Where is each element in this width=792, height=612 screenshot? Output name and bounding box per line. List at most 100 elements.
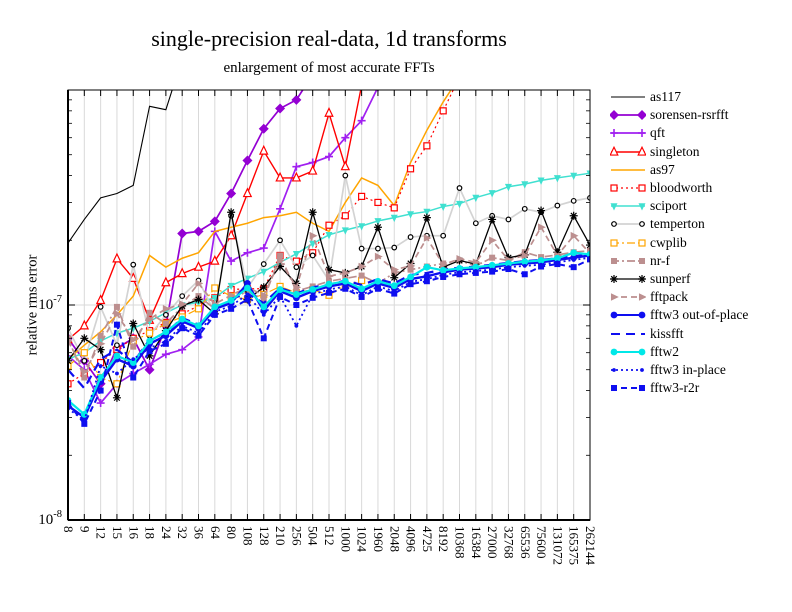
- x-tick-label: 10368: [453, 526, 468, 559]
- x-tick-label: 18: [143, 526, 158, 539]
- x-tick-label: 210: [273, 526, 288, 546]
- legend-item-fftpack: fftpack: [610, 288, 748, 306]
- legend-label: singleton: [650, 143, 700, 159]
- x-tick-label: 12: [94, 526, 109, 539]
- legend-sample-sorensen-rsrfft: [610, 110, 646, 121]
- x-tick-label: 504: [306, 526, 321, 546]
- legend-label: fftw3-r2r: [650, 380, 700, 396]
- legend-sample-fftw2: [610, 348, 646, 356]
- legend-label: qft: [650, 125, 665, 141]
- x-tick-label: 36: [192, 526, 207, 540]
- legend-sample-sunperf: [610, 274, 646, 283]
- legend-item-kissfft: kissfft: [610, 324, 748, 342]
- legend-label: cwplib: [650, 234, 687, 250]
- legend-sample-nr-f: [611, 257, 645, 264]
- x-tick-label: 15: [110, 526, 125, 539]
- legend-item-temperton: temperton: [610, 215, 748, 233]
- legend-sample-fftpack: [610, 293, 646, 301]
- x-tick-label: 1024: [355, 526, 370, 553]
- y-tick-label: 10-7: [38, 294, 62, 313]
- legend-sample-as117: [611, 96, 645, 98]
- legend-item-as97: as97: [610, 161, 748, 179]
- legend-label: fftw3 out-of-place: [650, 307, 749, 323]
- x-tick-label: 131072: [550, 526, 565, 565]
- legend-sample-sciport: [610, 203, 646, 211]
- legend-sample-kissfft: [611, 332, 645, 335]
- series-fftw3-r2r: [68, 258, 590, 426]
- legend-item-sunperf: sunperf: [610, 270, 748, 288]
- legend-label: as97: [650, 161, 675, 177]
- x-tick-label: 4725: [420, 526, 435, 552]
- series-as117: [68, 90, 173, 244]
- legend-sample-qft: [610, 129, 646, 138]
- legend-label: fftw2: [650, 343, 679, 359]
- chart-title: single-precision real-data, 1d transform…: [151, 26, 507, 51]
- legend-sample-bloodworth: [610, 184, 646, 192]
- legend-sample-fftw3-r2r: [611, 385, 645, 392]
- legend-item-fftw3-out-of-place: fftw3 out-of-place: [610, 306, 748, 324]
- series-markers-fftw3-r2r: [68, 256, 590, 427]
- legend-sample-cwplib: [610, 238, 646, 247]
- x-tick-label: 75600: [534, 526, 549, 559]
- legend-label: sciport: [650, 198, 687, 214]
- legend-item-nr-f: nr-f: [610, 252, 748, 270]
- series-line-fftpack: [68, 225, 590, 374]
- chart-subtitle: enlargement of most accurate FFTs: [223, 60, 435, 76]
- legend-item-bloodworth: bloodworth: [610, 179, 748, 197]
- series-line-as117: [68, 90, 173, 244]
- legend-label: as117: [650, 89, 681, 105]
- x-tick-label: 32768: [501, 526, 516, 559]
- legend-item-sorensen-rsrfft: sorensen-rsrfft: [610, 106, 748, 124]
- x-tick-label: 1000: [338, 526, 353, 552]
- legend-item-cwplib: cwplib: [610, 234, 748, 252]
- x-tick-label: 1960: [371, 526, 386, 552]
- x-tick-label: 27000: [485, 526, 500, 559]
- x-tick-label: 8: [61, 526, 76, 533]
- legend-item-singleton: singleton: [610, 143, 748, 161]
- x-tick-label: 16384: [469, 526, 484, 559]
- x-tick-label: 80: [224, 526, 239, 539]
- legend-label: nr-f: [650, 252, 670, 268]
- x-tick-label: 9: [77, 526, 92, 533]
- legend-label: sunperf: [650, 270, 691, 286]
- x-tick-label: 512: [322, 526, 337, 546]
- legend-label: sorensen-rsrfft: [650, 107, 729, 123]
- legend: as117 sorensen-rsrfft qft singleton as97 bloo…: [610, 88, 748, 397]
- x-tick-label: 165375: [567, 526, 582, 565]
- y-tick-label: 10-8: [38, 509, 62, 528]
- x-tick-label: 32: [175, 526, 190, 539]
- x-tick-label: 65536: [518, 526, 533, 559]
- legend-item-fftw2: fftw2: [610, 343, 748, 361]
- legend-label: fftw3 in-place: [650, 361, 726, 377]
- legend-sample-temperton: [611, 221, 645, 228]
- x-tick-label: 2048: [387, 526, 402, 552]
- legend-label: temperton: [650, 216, 705, 232]
- x-tick-label: 4096: [404, 526, 419, 553]
- legend-label: bloodworth: [650, 180, 713, 196]
- legend-item-fftw3-r2r: fftw3-r2r: [610, 379, 748, 397]
- legend-item-fftw3-in-place: fftw3 in-place: [610, 361, 748, 379]
- legend-sample-fftw3-in-place: [611, 368, 645, 372]
- legend-item-sciport: sciport: [610, 197, 748, 215]
- y-axis-ticks: 10-7 10-8: [38, 99, 590, 528]
- x-tick-label: 64: [208, 526, 223, 540]
- legend-label: fftpack: [650, 289, 688, 305]
- x-tick-label: 256: [289, 526, 304, 546]
- x-tick-label: 108: [240, 526, 255, 546]
- legend-sample-as97: [611, 169, 645, 171]
- x-tick-label: 128: [257, 526, 272, 546]
- legend-item-qft: qft: [610, 124, 748, 142]
- legend-label: kissfft: [650, 325, 684, 341]
- series-markers-fftw2: [68, 249, 590, 418]
- x-axis-ticks: 8 9 12 15 16 18 24 32 36 64 80 108 128 210 256 504 512 10…: [61, 90, 598, 566]
- series-line-fftw3-r2r: [68, 258, 590, 426]
- x-tick-label: 16: [126, 526, 141, 540]
- x-tick-label: 262144: [583, 526, 598, 566]
- legend-item-as117: as117: [610, 88, 748, 106]
- x-tick-label: 24: [159, 526, 174, 540]
- series-fftpack: [68, 225, 590, 374]
- legend-sample-singleton: [610, 145, 646, 156]
- x-tick-label: 8192: [436, 526, 451, 552]
